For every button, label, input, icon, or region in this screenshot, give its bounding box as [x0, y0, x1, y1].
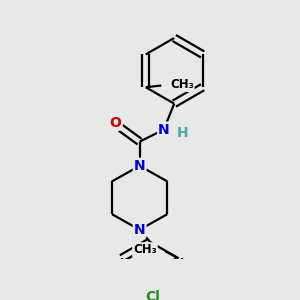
Text: Cl: Cl	[145, 290, 160, 300]
Text: O: O	[110, 116, 122, 130]
Text: N: N	[158, 123, 169, 136]
Text: CH₃: CH₃	[133, 243, 157, 256]
Text: H: H	[177, 126, 189, 140]
Text: N: N	[134, 159, 146, 173]
Text: N: N	[134, 223, 146, 237]
Text: CH₃: CH₃	[170, 78, 194, 91]
